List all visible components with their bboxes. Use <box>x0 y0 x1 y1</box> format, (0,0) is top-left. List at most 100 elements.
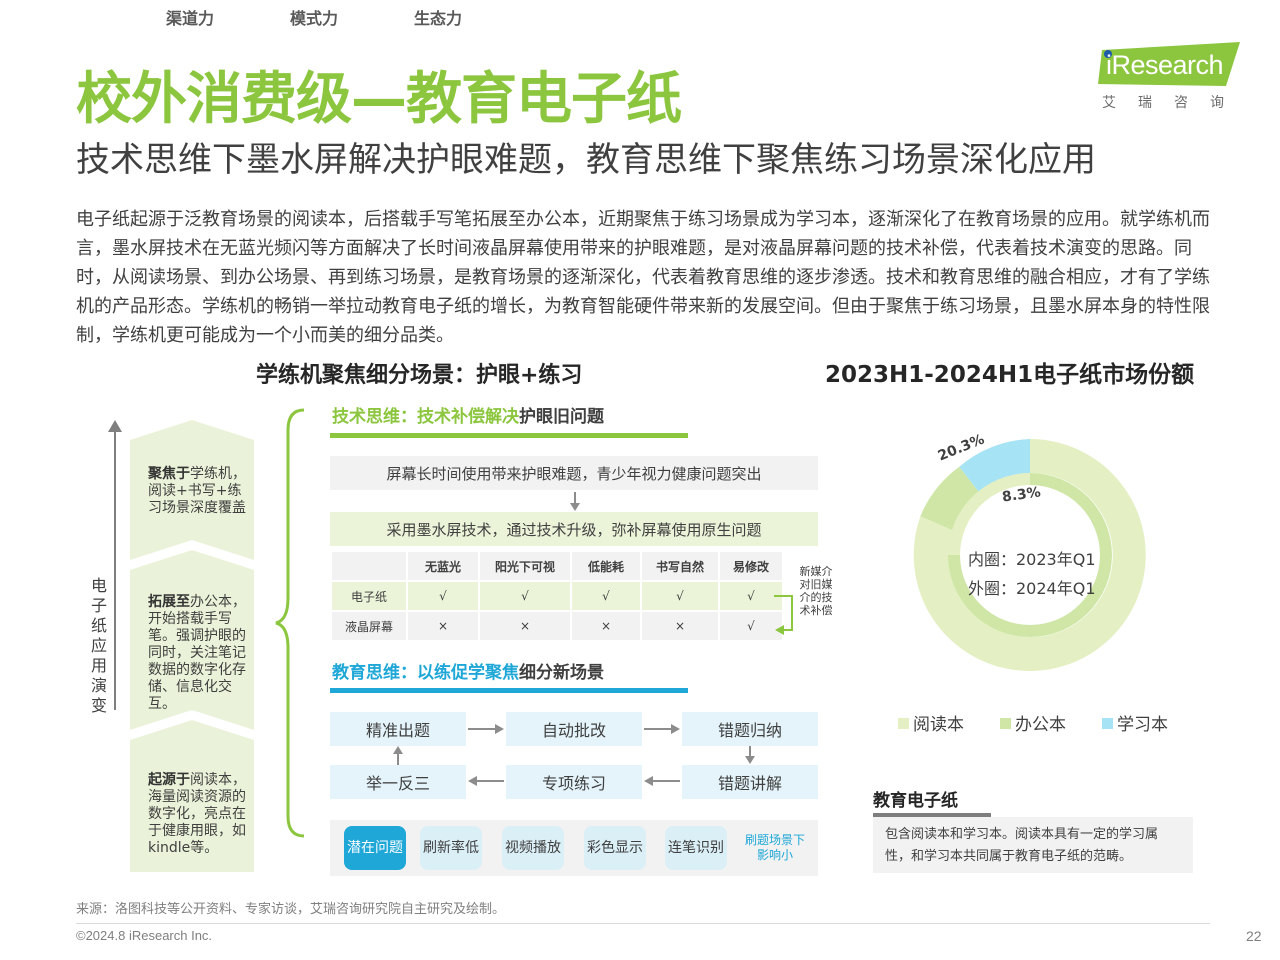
step-inference: 举一反三 <box>330 765 466 799</box>
tab-label: 生态力 <box>413 9 462 28</box>
chevron-stage-middle <box>130 550 254 730</box>
stage-desc: 学练机，阅读+书写+练习场景深度覆盖 <box>148 466 246 516</box>
copyright: ©2024.8 iResearch Inc. <box>76 928 213 943</box>
step-auto-grading: 自动批改 <box>506 712 642 746</box>
table-cell: √ <box>572 582 640 610</box>
evolution-chevrons <box>130 420 254 872</box>
legend-swatch <box>1000 718 1011 729</box>
table-cell: 电子纸 <box>332 582 406 610</box>
tab-ecosystem[interactable]: 生态力 <box>368 0 498 38</box>
stage-bold: 起源于 <box>148 772 190 788</box>
legend-label: 阅读本 <box>913 715 964 735</box>
legend-study: 学习本 <box>1102 710 1168 735</box>
legend-swatch <box>898 718 909 729</box>
table-header-row: 无蓝光 阳光下可视 低能耗 书写自然 易修改 <box>332 552 782 580</box>
tab-label: 模式力 <box>289 9 338 28</box>
solution-box: 采用墨水屏技术，通过技术升级，弥补屏幕使用原生问题 <box>330 512 818 546</box>
logo-text: iResearch <box>1106 50 1224 80</box>
table-cell: √ <box>480 582 570 610</box>
feature-handwriting-recognition: 连笔识别 <box>665 826 727 870</box>
table-row: 液晶屏幕 × × × × √ <box>332 612 782 640</box>
outer-arc-reading <box>913 439 1146 671</box>
comparison-table: 无蓝光 阳光下可视 低能耗 书写自然 易修改 电子纸 √ √ √ √ √ 液晶屏… <box>330 550 784 642</box>
tab-label: 渠道力 <box>165 9 214 28</box>
evolution-axis <box>114 428 116 710</box>
page-subtitle: 技术思维下墨水屏解决护眼难题，教育思维下聚焦练习场景深化应用 <box>76 140 1096 180</box>
tech-heading-green: 技术思维：技术补偿解决 <box>332 407 519 427</box>
arrow-up-icon <box>393 746 403 765</box>
table-cell: × <box>642 612 718 640</box>
edu-heading-blue: 教育思维：以练促学聚焦 <box>332 663 519 683</box>
arrow-down-icon <box>570 492 580 511</box>
edu-thinking-heading: 教育思维：以练促学聚焦细分新场景 <box>332 658 604 683</box>
inner-ring-label: 内圈：2023年Q1 <box>968 550 1096 569</box>
right-section-title: 2023H1-2024H1电子纸市场份额 <box>825 362 1195 388</box>
edu-epaper-description: 包含阅读本和学习本。阅读本具有一定的学习属性，和学习本共同属于教育电子纸的范畴。 <box>873 817 1193 873</box>
inner-ring <box>948 473 1112 637</box>
source-note: 来源：洛图科技等公开资料、专家访谈，艾瑞咨询研究院自主研究及绘制。 <box>76 902 506 917</box>
feature-potential-issues: 潜在问题 <box>344 826 406 870</box>
table-cell: 无蓝光 <box>408 552 478 580</box>
edu-epaper-underline <box>873 813 991 817</box>
tab-channel[interactable]: 渠道力 <box>120 0 250 38</box>
evolution-axis-label: 电子纸应用演变 <box>90 576 107 715</box>
edu-heading-dark: 细分新场景 <box>519 663 604 683</box>
table-cell: 书写自然 <box>642 552 718 580</box>
table-cell: √ <box>408 582 478 610</box>
legend-label: 办公本 <box>1015 715 1066 735</box>
legend-swatch <box>1102 718 1113 729</box>
chevron-stage-bottom <box>130 720 254 872</box>
page-number: 22 <box>1246 928 1262 944</box>
stage-bold: 聚焦于 <box>148 466 190 482</box>
outer-arc-office <box>920 466 980 531</box>
stage-text-bottom: 起源于阅读本，海量阅读资源的数字化，亮点在于健康用眼，如kindle等。 <box>148 772 252 857</box>
outer-ring-label: 外圈：2024年Q1 <box>968 579 1096 598</box>
legend-office: 办公本 <box>1000 710 1066 735</box>
table-cell: × <box>480 612 570 640</box>
outer-ring <box>913 439 1146 671</box>
brace-icon <box>275 408 305 838</box>
step-precise-questions: 精准出题 <box>330 712 466 746</box>
legend-label: 学习本 <box>1117 715 1168 735</box>
axis-arrowhead <box>108 420 122 432</box>
feature-video-playback: 视频播放 <box>502 826 564 870</box>
tab-label: 产品力 <box>44 9 93 28</box>
table-cell: 低能耗 <box>572 552 640 580</box>
feature-impact-note: 刷题场景下影响小 <box>744 833 805 862</box>
tech-heading-underline <box>330 433 688 438</box>
intro-paragraph: 电子纸起源于泛教育场景的阅读本，后搭载手写笔拓展至办公本，近期聚焦于练习场景成为… <box>76 209 1210 346</box>
tech-heading-dark: 护眼旧问题 <box>519 407 604 427</box>
table-cell: 阳光下可视 <box>480 552 570 580</box>
chevron-stage-top <box>130 420 254 560</box>
table-row: 电子纸 √ √ √ √ √ <box>332 582 782 610</box>
step-error-explain: 错题讲解 <box>682 765 818 799</box>
legend-reading: 阅读本 <box>898 710 964 735</box>
tech-thinking-heading: 技术思维：技术补偿解决护眼旧问题 <box>332 402 604 427</box>
page-title: 校外消费级—教育电子纸 <box>76 67 682 132</box>
iresearch-logo: iResearch 艾瑞咨询 <box>1098 42 1248 112</box>
bracket-arrow-icon <box>774 595 793 635</box>
market-share-donut <box>913 439 1146 671</box>
arrow-down-icon <box>745 746 755 764</box>
tech-compensation-note: 新媒介对旧媒介的技术补偿 <box>799 565 833 617</box>
table-cell: √ <box>642 582 718 610</box>
table-cell: 液晶屏幕 <box>332 612 406 640</box>
step-error-summary: 错题归纳 <box>682 712 818 746</box>
table-cell: √ <box>720 582 782 610</box>
arrow-right-icon <box>468 724 504 734</box>
table-cell: √ <box>720 612 782 640</box>
stage-text-top: 聚焦于学练机，阅读+书写+练习场景深度覆盖 <box>148 466 252 517</box>
left-section-title: 学练机聚焦细分场景：护眼+练习 <box>256 363 583 388</box>
footer-divider <box>76 923 1210 924</box>
inner-arc-study <box>948 473 1030 555</box>
tab-model[interactable]: 模式力 <box>244 0 374 38</box>
tab-product[interactable]: 产品力 <box>0 0 128 38</box>
edu-epaper-title: 教育电子纸 <box>873 791 958 811</box>
problem-box: 屏幕长时间使用带来护眼难题，青少年视力健康问题突出 <box>330 456 818 490</box>
step-targeted-practice: 专项练习 <box>506 765 642 799</box>
feature-color-display: 彩色显示 <box>584 826 646 870</box>
feature-strip <box>330 820 818 876</box>
table-cell: × <box>408 612 478 640</box>
feature-refresh-rate: 刷新率低 <box>420 826 482 870</box>
arrow-left-icon <box>468 776 504 786</box>
